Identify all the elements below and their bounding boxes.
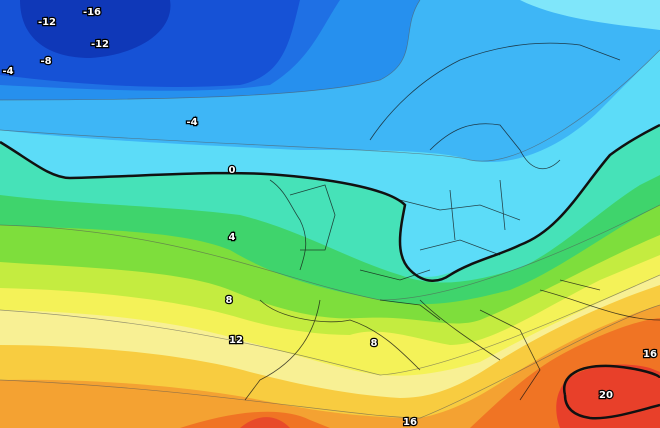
contour-label: 8 (226, 295, 233, 306)
isotherm (0, 0, 421, 101)
band-orange (0, 305, 660, 428)
contour-label: -16 (83, 7, 101, 18)
contour-label: -12 (91, 39, 109, 50)
contour-label: -4 (2, 66, 13, 77)
contour-label: -8 (40, 56, 51, 67)
contour-label: 0 (229, 165, 236, 176)
contour-label: -4 (186, 117, 197, 128)
isotherm (0, 204, 660, 301)
band-pale (520, 0, 660, 30)
zero-isotherm (0, 123, 660, 282)
band-dark-orange (180, 318, 660, 428)
twenty-isotherm (562, 364, 660, 420)
isotherm (0, 304, 660, 419)
contour-label: 16 (403, 417, 417, 428)
isotherm (0, 274, 660, 376)
band-deep-navy (20, 0, 171, 58)
contour-label: 4 (229, 232, 236, 243)
contour-label: 20 (599, 390, 613, 401)
contour-label: -12 (38, 17, 56, 28)
contour-label: 8 (371, 338, 378, 349)
coastline (244, 42, 660, 401)
isotherm (0, 49, 660, 162)
border (359, 179, 601, 321)
band-red-south (240, 417, 290, 428)
contour-label: 16 (643, 349, 657, 360)
contour-label: 12 (229, 335, 243, 346)
